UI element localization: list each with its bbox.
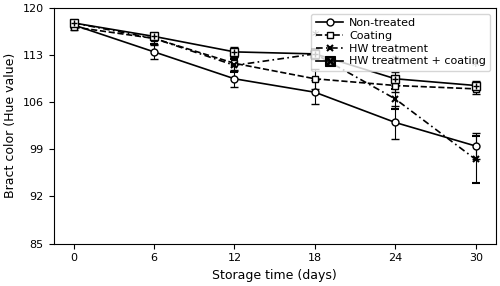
Text: *: * [392, 55, 399, 70]
Y-axis label: Bract color (Hue value): Bract color (Hue value) [4, 53, 17, 198]
X-axis label: Storage time (days): Storage time (days) [212, 269, 337, 282]
Legend: Non-treated, Coating, HW treatment, HW treatment + coating: Non-treated, Coating, HW treatment, HW t… [311, 14, 490, 71]
Text: *: * [311, 30, 318, 45]
Text: *: * [472, 60, 480, 76]
